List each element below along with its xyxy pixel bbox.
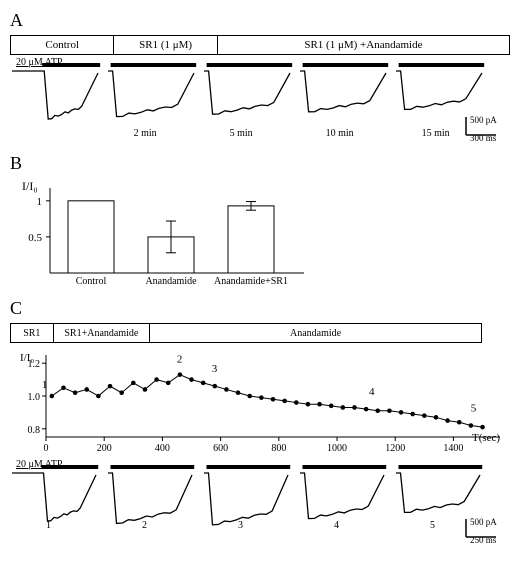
svg-text:3: 3 <box>212 363 218 375</box>
svg-text:Anandamide+SR1: Anandamide+SR1 <box>214 276 288 287</box>
trace <box>10 61 102 137</box>
panel-c-header: SR1SR1+AnandamideAnandamide <box>10 323 482 343</box>
panel-a: A ControlSR1 (1 μM)SR1 (1 μM) +Anandamid… <box>10 10 510 137</box>
panel-c: C SR1SR1+AnandamideAnandamide I/I₀T(sec)… <box>10 298 510 539</box>
header-cell: SR1 (1 μM) +Anandamide <box>218 36 509 54</box>
svg-text:1: 1 <box>42 379 48 391</box>
svg-text:1.2: 1.2 <box>28 359 41 370</box>
time-label: 2 min <box>134 128 157 139</box>
header-cell: Anandamide <box>150 324 481 342</box>
svg-text:5: 5 <box>471 403 477 415</box>
panel-a-label: A <box>10 10 510 31</box>
scalebar-a: 500 pA 300 ms <box>456 115 506 145</box>
timecourse-chart: I/I₀T(sec)0.81.01.2020040060080010001200… <box>10 345 510 455</box>
trace-number: 4 <box>334 520 339 531</box>
bar-chart: I/I₀ 0.5 1 Control Anandamide Anandamide+SR1 <box>10 178 310 288</box>
header-cell: Control <box>11 36 114 54</box>
svg-text:1.0: 1.0 <box>28 392 41 403</box>
svg-text:I/I₀: I/I₀ <box>22 179 38 193</box>
svg-text:T(sec): T(sec) <box>472 432 500 444</box>
trace-number: 5 <box>430 520 435 531</box>
trace: 5 min <box>202 61 294 137</box>
panel-a-traces: 20 μM ATP 2 min5 min10 min15 min 500 pA … <box>10 57 510 137</box>
trace: 1 <box>10 463 100 539</box>
svg-text:1200: 1200 <box>385 443 405 454</box>
scalebar-c: 500 pA 250 ms <box>456 517 506 547</box>
trace: 2 <box>106 463 196 539</box>
svg-text:0.8: 0.8 <box>28 425 41 436</box>
svg-text:4: 4 <box>369 386 375 398</box>
svg-text:400: 400 <box>155 443 170 454</box>
panel-c-label: C <box>10 298 510 319</box>
panel-c-traces: 20 μM ATP 12345 500 pA 250 ms <box>10 459 510 539</box>
trace: 4 <box>298 463 388 539</box>
svg-text:Control: Control <box>76 276 107 287</box>
panel-b-label: B <box>10 153 510 174</box>
header-cell: SR1+Anandamide <box>54 324 150 342</box>
trace-number: 1 <box>46 520 51 531</box>
time-label: 10 min <box>326 128 354 139</box>
time-label: 5 min <box>230 128 253 139</box>
trace-number: 2 <box>142 520 147 531</box>
panel-b: B I/I₀ 0.5 1 Control Anandamide Anandamide+SR… <box>10 153 510 288</box>
header-cell: SR1 (1 μM) <box>114 36 217 54</box>
svg-text:200: 200 <box>97 443 112 454</box>
trace-number: 3 <box>238 520 243 531</box>
header-cell: SR1 <box>11 324 54 342</box>
svg-text:0.5: 0.5 <box>28 232 42 244</box>
svg-text:1000: 1000 <box>327 443 347 454</box>
svg-text:0: 0 <box>44 443 49 454</box>
trace: 10 min <box>298 61 390 137</box>
panel-a-header: ControlSR1 (1 μM)SR1 (1 μM) +Anandamide <box>10 35 510 55</box>
trace: 3 <box>202 463 292 539</box>
svg-text:Anandamide: Anandamide <box>145 276 197 287</box>
trace: 2 min <box>106 61 198 137</box>
svg-text:1400: 1400 <box>443 443 463 454</box>
svg-text:1: 1 <box>37 196 43 208</box>
svg-text:600: 600 <box>213 443 228 454</box>
svg-text:800: 800 <box>271 443 286 454</box>
svg-text:2: 2 <box>177 354 183 366</box>
time-label: 15 min <box>422 128 450 139</box>
